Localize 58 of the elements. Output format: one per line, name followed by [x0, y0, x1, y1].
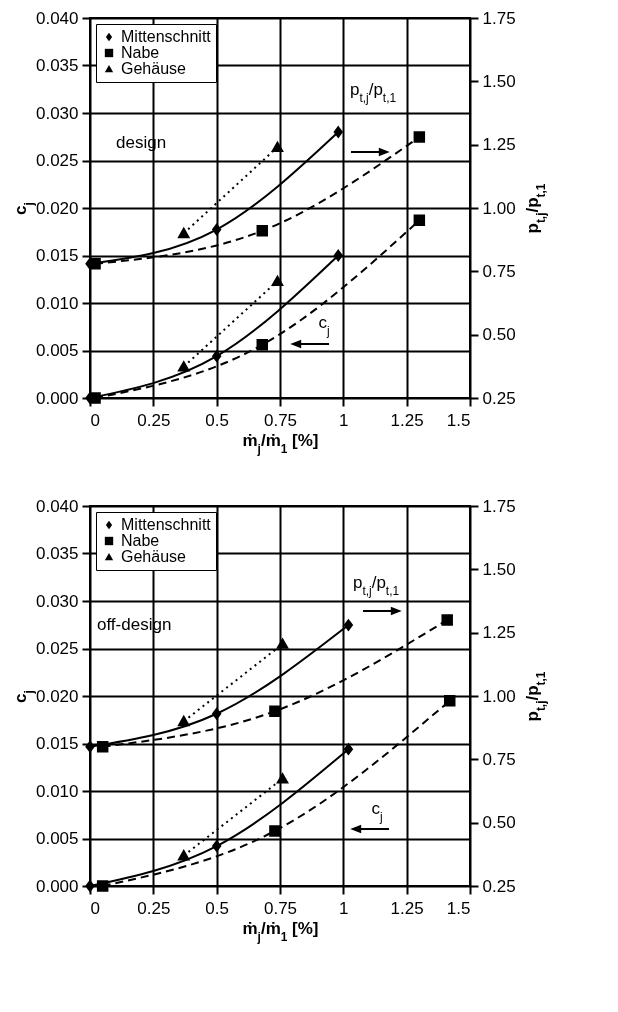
y2-tick-label: 1.00: [482, 686, 516, 706]
annotation: c$_{j}$: [318, 313, 330, 338]
legend-label: Gehäuse: [121, 60, 187, 77]
y-tick-label: 0.005: [35, 829, 79, 848]
legend-label: Gehäuse: [121, 548, 187, 565]
y-tick-label: 0.015: [35, 734, 79, 753]
y2-tick-label: 0.25: [482, 388, 516, 408]
legend-label: Nabe: [121, 44, 160, 61]
y-tick-label: 0.020: [35, 198, 79, 218]
x-axis-title: ṁ$_{j}$/ṁ$_{1}$ [%]: [242, 430, 319, 456]
y-tick-label: 0.035: [35, 544, 79, 563]
y2-tick-label: 1.25: [482, 135, 516, 155]
y-tick-label: 0.025: [35, 151, 79, 170]
y2-tick-label: 1.75: [482, 8, 516, 28]
y-tick-label: 0.025: [35, 639, 79, 658]
annotation: p$_{t,j}$/p$_{t,1}$: [352, 573, 400, 598]
x-tick-label: 0: [90, 410, 100, 430]
y-tick-label: 0.005: [35, 341, 79, 360]
y-tick-label: 0.010: [35, 781, 79, 801]
x-tick-label: 0.75: [263, 410, 298, 430]
x-tick-label: 1.25: [390, 410, 424, 430]
x-tick-label: 0.5: [205, 898, 229, 918]
y2-tick-label: 1.50: [482, 559, 516, 579]
y-tick-label: 0.030: [35, 591, 79, 611]
y-tick-label: 0.030: [35, 103, 79, 123]
annotation: c$_{j}$: [371, 799, 383, 824]
y-tick-label: 0.035: [35, 56, 79, 75]
y2-tick-label: 0.50: [482, 813, 516, 833]
x-tick-label: 0: [90, 898, 100, 918]
y2-tick-label: 0.50: [482, 325, 516, 345]
y2-tick-label: 0.75: [482, 261, 516, 281]
x-tick-label: 1.25: [390, 898, 424, 918]
x-tick-label: 0.25: [137, 898, 171, 918]
y-tick-label: 0.020: [35, 686, 79, 706]
x-tick-label: 1.5: [446, 410, 471, 430]
y-tick-label: 0.040: [35, 8, 79, 28]
x-axis-title: ṁ$_{j}$/ṁ$_{1}$ [%]: [242, 918, 319, 944]
y-tick-label: 0.015: [35, 246, 79, 265]
y2-tick-label: 0.75: [482, 749, 516, 769]
y-tick-label: 0.000: [35, 388, 79, 408]
y2-tick-label: 0.25: [482, 876, 516, 896]
y-tick-label: 0.010: [35, 293, 79, 313]
x-tick-label: 0.75: [263, 898, 298, 918]
legend-label: Mittenschnitt: [121, 516, 212, 533]
annotation: p$_{t,j}$/p$_{t,1}$: [349, 80, 397, 105]
legend-label: Mittenschnitt: [121, 28, 212, 45]
x-tick-label: 1.5: [446, 898, 471, 918]
y-tick-label: 0.000: [35, 876, 79, 896]
y2-tick-label: 1.25: [482, 623, 516, 643]
y2-tick-label: 1.75: [482, 496, 516, 516]
legend-label: Nabe: [121, 532, 160, 549]
y-tick-label: 0.040: [35, 496, 79, 516]
y2-tick-label: 1.00: [482, 198, 516, 218]
x-tick-label: 1: [339, 410, 349, 430]
y2-tick-label: 1.50: [482, 71, 516, 91]
x-tick-label: 0.25: [137, 410, 171, 430]
x-tick-label: 0.5: [205, 410, 229, 430]
x-tick-label: 1: [339, 898, 349, 918]
